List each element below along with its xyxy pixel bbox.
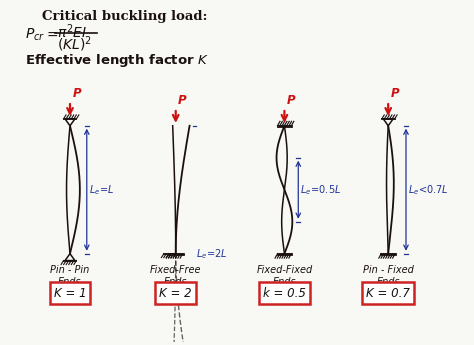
Text: $(KL)^2$: $(KL)^2$ (57, 34, 92, 54)
Text: P: P (73, 87, 81, 100)
Text: $L_e\!=\!2L$: $L_e\!=\!2L$ (197, 247, 228, 260)
Text: $L_e\!<\!0.7L$: $L_e\!<\!0.7L$ (408, 183, 448, 197)
Text: $L_e\!=\!0.5L$: $L_e\!=\!0.5L$ (300, 183, 341, 197)
Text: $L_e\!=\!L$: $L_e\!=\!L$ (89, 183, 114, 197)
Text: Fixed-Fixed
Ends: Fixed-Fixed Ends (256, 266, 312, 287)
Text: K = 0.7: K = 0.7 (366, 287, 410, 299)
Text: K = 2: K = 2 (159, 287, 192, 299)
Text: k = 0.5: k = 0.5 (263, 287, 306, 299)
Text: $\pi^2 EI$: $\pi^2 EI$ (57, 22, 87, 41)
Text: Effective length factor $\mathit{K}$: Effective length factor $\mathit{K}$ (25, 52, 209, 69)
Text: P: P (287, 94, 295, 107)
Text: P: P (178, 94, 187, 107)
Text: K = 1: K = 1 (54, 287, 86, 299)
Text: P: P (391, 87, 399, 100)
Text: $=$: $=$ (44, 26, 59, 40)
Text: Pin - Fixed
Ends: Pin - Fixed Ends (363, 266, 414, 287)
Text: Critical buckling load:: Critical buckling load: (42, 10, 208, 23)
Text: Pin - Pin
Ends: Pin - Pin Ends (50, 266, 90, 287)
Text: $P_{cr}$: $P_{cr}$ (25, 26, 45, 43)
Text: Fixed-Free
Ends: Fixed-Free Ends (150, 266, 201, 287)
